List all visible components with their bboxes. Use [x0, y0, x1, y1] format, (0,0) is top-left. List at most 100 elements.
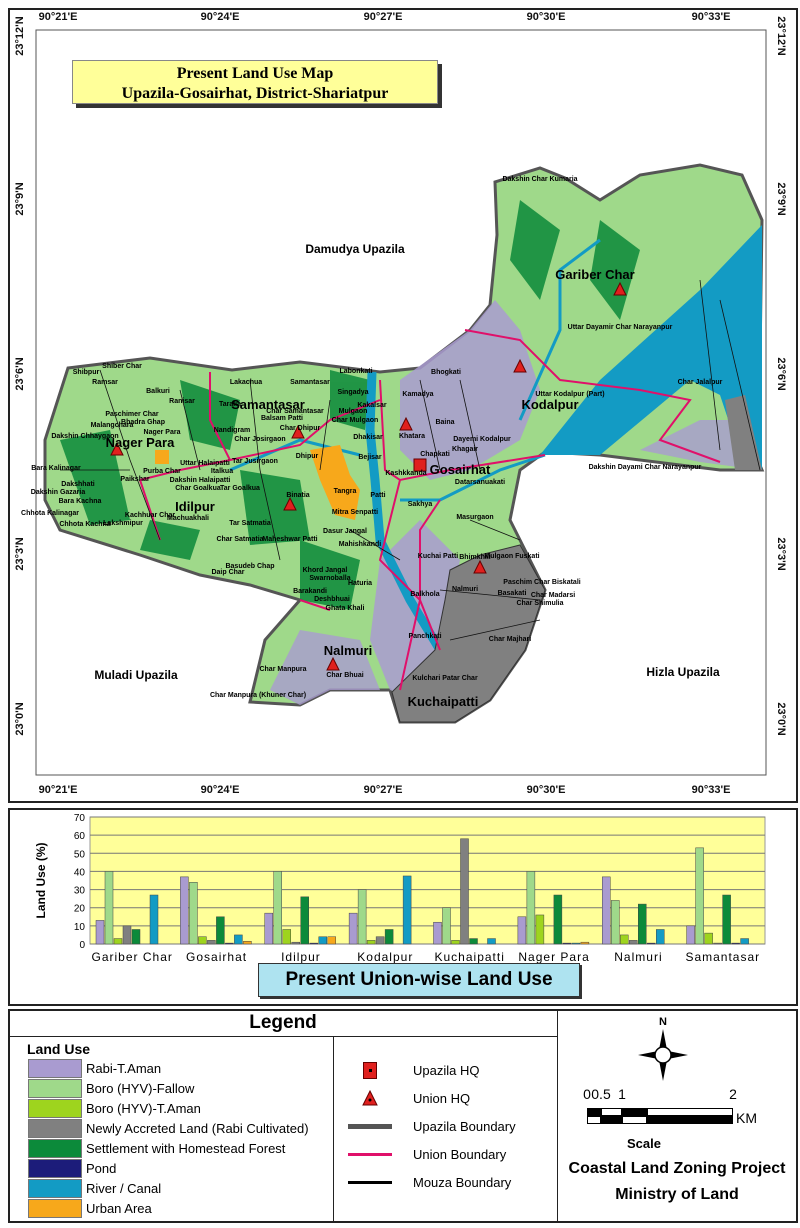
mouza-label: Malangchara [91, 422, 134, 429]
organization-name: Coastal Land Zoning Project [568, 1160, 786, 1177]
scale-segment [587, 1108, 601, 1116]
union-label: Idilpur [175, 499, 215, 514]
legend-symbol-item: Upazila HQ [345, 1060, 479, 1080]
mouza-label: Dakshin Dayami Char Narayanpur [589, 464, 702, 471]
mouza-label: Swarnoballa [309, 575, 350, 582]
legend-divider [557, 1010, 558, 1222]
union-hq-icon [473, 559, 487, 574]
mouza-label: Char Satmatia [216, 536, 263, 543]
scale-segment [601, 1116, 622, 1124]
rabi-t-aman-area [400, 300, 540, 480]
union-label: Kodalpur [521, 397, 578, 412]
union-hq-icon [326, 656, 340, 671]
newly-accreted-area [725, 395, 762, 470]
mouza-label: Char Mulgaon [332, 417, 379, 424]
mouza-label: Barakandi [293, 588, 327, 595]
map-neatline [35, 29, 767, 776]
legend-item: Rabi-T.Aman [28, 1059, 161, 1078]
scale-tick-label: 1 [618, 1086, 626, 1102]
scale-segment [622, 1108, 647, 1116]
mouza-label: Dayemi Kodalpur [453, 436, 511, 443]
legend-label: Settlement with Homestead Forest [86, 1141, 286, 1156]
mouza-label: Uttar Kodalpur (Part) [535, 391, 604, 398]
mouza-label: Chhota Kalinagar [21, 510, 79, 517]
longitude-label: 90°24'E [200, 784, 240, 796]
mouza-boundary [60, 279, 761, 641]
union-label: Gariber Char [555, 267, 634, 282]
mouza-label: Balkuri [146, 388, 170, 395]
legend-label: Pond [86, 1161, 117, 1176]
mouza-label: Khatara [399, 433, 425, 440]
mouza-label: Mitra Senpatti [332, 509, 378, 516]
legend-item: Boro (HYV)-T.Aman [28, 1099, 201, 1118]
union-hq-icon [613, 281, 627, 296]
scale-segment [647, 1116, 733, 1124]
legend-label: Boro (HYV)-Fallow [86, 1081, 195, 1096]
mouza-label: Bara Kachna [59, 498, 102, 505]
mouza-label: Singadya [337, 389, 368, 396]
neighbour-upazila-label: Muladi Upazila [94, 668, 178, 682]
mouza-label: Dakshin Halaipatti [170, 477, 231, 484]
union-hq-icon [513, 358, 527, 373]
map-frame [8, 8, 798, 803]
map-canvas: Damudya Upazila Muladi Upazila Hizla Upazi… [21, 29, 767, 776]
longitude-label: 90°30'E [526, 11, 566, 23]
mouza-label: Char Manpura (Khuner Char) [210, 692, 306, 699]
legend-swatch [28, 1099, 82, 1118]
north-label: N [659, 1016, 667, 1028]
mouza-label: Bhadra Ghap [121, 419, 165, 426]
mouza-label: Bhogkati [431, 369, 461, 376]
legend-item: Settlement with Homestead Forest [28, 1139, 285, 1158]
legend-symbol-label: Union Boundary [413, 1146, 507, 1162]
north-arrow-icon: N [638, 1016, 688, 1081]
neighbour-upazila-label: Damudya Upazila [305, 242, 405, 256]
mouza-label: Machuakhali [167, 515, 209, 522]
settlement-patches [60, 200, 640, 610]
mouza-label: Tar Goalkua [220, 485, 260, 492]
mouza-label: Tar Jusirgaon [232, 458, 278, 465]
legend-label: River / Canal [86, 1181, 162, 1196]
legend-swatch [28, 1199, 82, 1218]
legend-swatch [28, 1059, 82, 1078]
mouza-label: Datarsanuakati [455, 479, 505, 486]
union-boundary-line-icon [348, 1152, 392, 1156]
legend-item: Newly Accreted Land (Rabi Cultivated) [28, 1119, 309, 1138]
mouza-label: Dhakisar [353, 434, 383, 441]
legend-symbol-item: Mouza Boundary [345, 1172, 511, 1192]
mouza-label: Balsam Patti [261, 415, 303, 422]
mouza-label: Char Jalalpur [678, 379, 723, 386]
mouza-label: Italkua [211, 468, 233, 475]
mouza-label: Binatia [286, 492, 309, 499]
urban-area [155, 450, 169, 464]
mouza-label: Kamadya [402, 391, 433, 398]
mouza-label: Lakachua [230, 379, 262, 386]
longitude-label: 90°21'E [38, 11, 78, 23]
mouza-label: Basakati [498, 590, 527, 597]
legend-item: Urban Area [28, 1199, 152, 1218]
union-label: Nalmuri [324, 643, 372, 658]
legend-symbol-item: Union Boundary [345, 1144, 506, 1164]
union-hq-icon [110, 441, 124, 456]
mouza-label: Tar Satmatia [229, 520, 271, 527]
chart-panel [8, 808, 798, 1006]
mouza-label: Dakshin Gazaria [31, 489, 86, 496]
legend-symbol-item: Union HQ [345, 1088, 470, 1108]
mouza-label: Bejisar [358, 454, 382, 461]
union-boundary [139, 329, 721, 691]
scale-tick-label: 2 [729, 1086, 737, 1102]
mouza-label: Dakshhati [61, 481, 95, 488]
mouza-label: Kachhuar Char [125, 512, 175, 519]
union-label: Gosairhat [430, 462, 491, 477]
legend-label: Urban Area [86, 1201, 152, 1216]
mouza-label: Uttar Halaipatti [180, 460, 230, 467]
mouza-label: Paschim Char Biskatali [503, 579, 580, 586]
map-title: Present Land Use Map [176, 65, 334, 82]
mouza-label: Kuchai Patti [418, 553, 459, 560]
longitude-label: 90°33'E [691, 11, 731, 23]
longitude-label: 90°27'E [363, 784, 403, 796]
union-label: Samantasar [231, 397, 305, 412]
mouza-label: Char Dhipur [280, 425, 321, 432]
mouza-label: Labonkati [339, 368, 372, 375]
legend-item: River / Canal [28, 1179, 161, 1198]
longitude-label: 90°21'E [38, 784, 78, 796]
